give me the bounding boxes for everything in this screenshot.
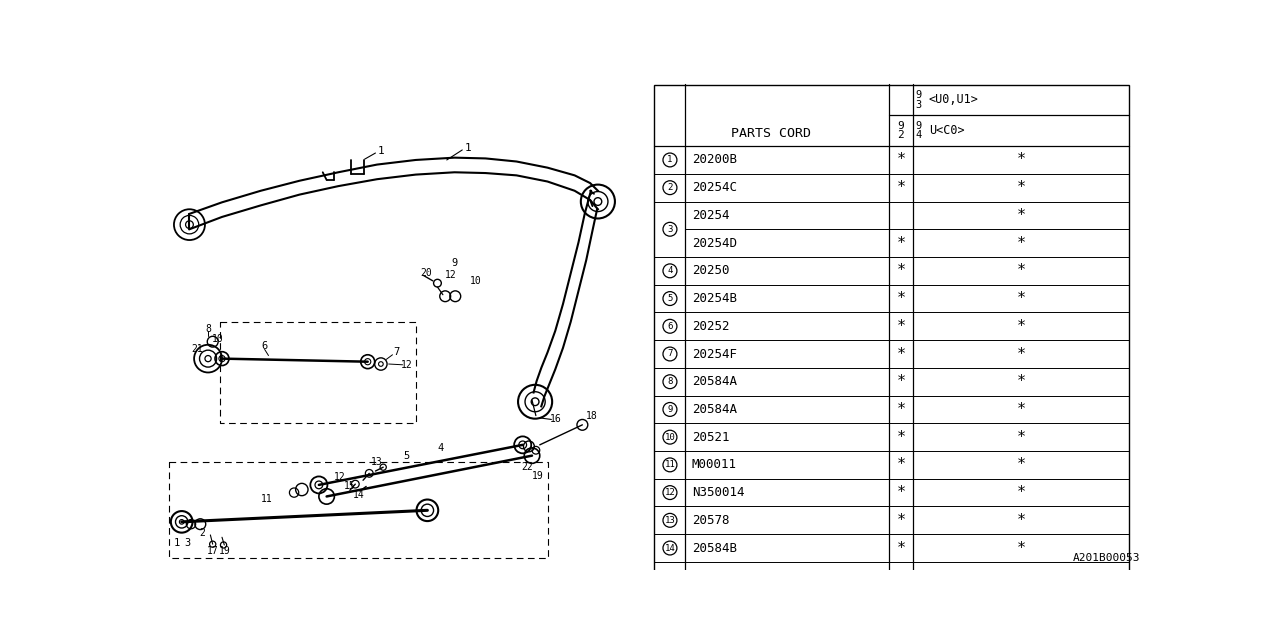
Text: 20254D: 20254D bbox=[691, 237, 737, 250]
Text: 20254B: 20254B bbox=[691, 292, 737, 305]
Text: 20584A: 20584A bbox=[691, 403, 737, 416]
Text: *: * bbox=[1016, 458, 1025, 472]
Text: PARTS CORD: PARTS CORD bbox=[731, 127, 812, 140]
Text: 10: 10 bbox=[470, 276, 483, 286]
Text: U<C0>: U<C0> bbox=[929, 124, 964, 137]
Text: 16: 16 bbox=[549, 415, 561, 424]
Text: *: * bbox=[896, 541, 905, 556]
Text: *: * bbox=[896, 180, 905, 195]
Text: *: * bbox=[896, 458, 905, 472]
Text: *: * bbox=[1016, 429, 1025, 445]
Text: 19: 19 bbox=[219, 546, 230, 556]
Text: *: * bbox=[896, 429, 905, 445]
Text: 5: 5 bbox=[667, 294, 672, 303]
Text: 8: 8 bbox=[205, 324, 211, 334]
Text: 14: 14 bbox=[353, 490, 365, 500]
Text: 13: 13 bbox=[371, 457, 383, 467]
Text: 1: 1 bbox=[378, 146, 384, 156]
Text: 11: 11 bbox=[664, 460, 676, 469]
Text: 11: 11 bbox=[261, 494, 273, 504]
Text: *: * bbox=[1016, 152, 1025, 168]
Text: N350014: N350014 bbox=[691, 486, 744, 499]
Text: 14: 14 bbox=[664, 543, 676, 552]
Text: 4: 4 bbox=[667, 266, 672, 275]
Text: 17: 17 bbox=[207, 546, 219, 556]
Text: *: * bbox=[1016, 291, 1025, 306]
Text: 12: 12 bbox=[334, 472, 346, 482]
Text: 20578: 20578 bbox=[691, 514, 730, 527]
Text: *: * bbox=[1016, 180, 1025, 195]
Text: 6: 6 bbox=[667, 322, 672, 331]
Text: M00011: M00011 bbox=[691, 458, 737, 472]
Text: 4: 4 bbox=[438, 443, 444, 453]
Text: 1: 1 bbox=[174, 538, 180, 548]
Text: <U0,U1>: <U0,U1> bbox=[929, 93, 979, 106]
Text: 20584B: 20584B bbox=[691, 541, 737, 554]
Text: 20: 20 bbox=[421, 268, 433, 278]
Text: *: * bbox=[896, 346, 905, 362]
Text: 9: 9 bbox=[452, 258, 458, 268]
Text: 15: 15 bbox=[344, 481, 356, 492]
Text: *: * bbox=[896, 236, 905, 251]
Text: 20584A: 20584A bbox=[691, 375, 737, 388]
Text: *: * bbox=[896, 513, 905, 528]
Text: 10: 10 bbox=[212, 333, 224, 344]
Text: 7: 7 bbox=[393, 348, 399, 358]
Text: 20521: 20521 bbox=[691, 431, 730, 444]
Text: 22: 22 bbox=[521, 462, 534, 472]
Text: 12: 12 bbox=[401, 360, 412, 370]
Text: 19: 19 bbox=[532, 470, 544, 481]
Text: 2: 2 bbox=[200, 527, 206, 538]
Text: *: * bbox=[1016, 541, 1025, 556]
Text: *: * bbox=[896, 319, 905, 334]
Text: 9: 9 bbox=[667, 405, 672, 414]
Text: 20254F: 20254F bbox=[691, 348, 737, 360]
Text: *: * bbox=[896, 485, 905, 500]
Text: 9
4: 9 4 bbox=[915, 121, 922, 140]
Text: 18: 18 bbox=[586, 411, 598, 420]
Text: *: * bbox=[1016, 346, 1025, 362]
Text: 20254C: 20254C bbox=[691, 181, 737, 194]
Text: 7: 7 bbox=[667, 349, 672, 358]
Text: 20254: 20254 bbox=[691, 209, 730, 222]
Text: 5: 5 bbox=[403, 451, 410, 461]
Text: *: * bbox=[1016, 263, 1025, 278]
Text: *: * bbox=[1016, 402, 1025, 417]
Text: 2: 2 bbox=[667, 183, 672, 192]
Text: *: * bbox=[1016, 513, 1025, 528]
Text: 12: 12 bbox=[664, 488, 676, 497]
Text: *: * bbox=[896, 402, 905, 417]
Text: *: * bbox=[896, 263, 905, 278]
Text: *: * bbox=[1016, 236, 1025, 251]
Text: 10: 10 bbox=[664, 433, 676, 442]
Text: *: * bbox=[1016, 319, 1025, 334]
Text: *: * bbox=[896, 291, 905, 306]
Text: 20250: 20250 bbox=[691, 264, 730, 277]
Text: 9
2: 9 2 bbox=[897, 121, 904, 140]
Text: *: * bbox=[896, 152, 905, 168]
Text: 20200B: 20200B bbox=[691, 154, 737, 166]
Text: 1: 1 bbox=[465, 143, 472, 154]
Text: 12: 12 bbox=[444, 271, 457, 280]
Text: *: * bbox=[896, 374, 905, 389]
Text: 3: 3 bbox=[184, 538, 191, 548]
Text: 8: 8 bbox=[667, 377, 672, 386]
Text: 21: 21 bbox=[191, 344, 204, 354]
Text: 20252: 20252 bbox=[691, 320, 730, 333]
Text: 3: 3 bbox=[667, 225, 672, 234]
Text: *: * bbox=[1016, 485, 1025, 500]
Text: 1: 1 bbox=[667, 156, 672, 164]
Text: 6: 6 bbox=[261, 341, 268, 351]
Text: *: * bbox=[1016, 208, 1025, 223]
Text: *: * bbox=[1016, 374, 1025, 389]
Text: 9
3: 9 3 bbox=[915, 90, 922, 109]
Text: 13: 13 bbox=[664, 516, 676, 525]
Bar bbox=[654, 84, 1129, 589]
Text: A201B00053: A201B00053 bbox=[1073, 554, 1140, 563]
